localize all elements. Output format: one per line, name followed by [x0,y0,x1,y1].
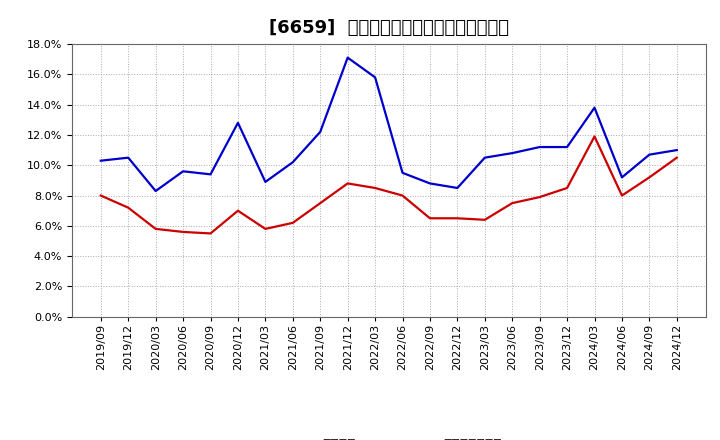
固定比率 [261,179,270,184]
Line: 固定比率: 固定比率 [101,58,677,191]
固定比率 [233,120,242,125]
固定比率 [124,155,132,160]
固定長期適合率 [563,185,572,191]
固定比率 [151,188,160,194]
Title: [6659]  固定比率、固定長期適合率の推移: [6659] 固定比率、固定長期適合率の推移 [269,19,509,37]
固定長期適合率 [124,205,132,210]
固定長期適合率 [151,226,160,231]
固定比率 [536,144,544,150]
固定長期適合率 [453,216,462,221]
固定長期適合率 [179,229,187,235]
固定比率 [645,152,654,157]
固定長期適合率 [316,201,325,206]
固定長期適合率 [261,226,270,231]
Legend: 固定比率, 固定長期適合率: 固定比率, 固定長期適合率 [276,438,502,440]
固定長期適合率 [343,181,352,186]
固定長期適合率 [618,193,626,198]
固定比率 [343,55,352,60]
固定長期適合率 [426,216,434,221]
固定比率 [316,129,325,135]
固定比率 [206,172,215,177]
固定比率 [618,175,626,180]
固定長期適合率 [590,134,599,139]
固定比率 [563,144,572,150]
固定長期適合率 [536,194,544,200]
固定比率 [96,158,105,163]
Line: 固定長期適合率: 固定長期適合率 [101,136,677,234]
固定長期適合率 [289,220,297,225]
固定比率 [453,185,462,191]
固定長期適合率 [96,193,105,198]
固定長期適合率 [645,175,654,180]
固定比率 [480,155,489,160]
固定比率 [179,169,187,174]
固定長期適合率 [480,217,489,223]
固定比率 [289,160,297,165]
固定比率 [398,170,407,176]
固定比率 [371,75,379,80]
固定比率 [590,105,599,110]
固定長期適合率 [672,155,681,160]
固定比率 [672,147,681,153]
固定比率 [426,181,434,186]
固定長期適合率 [508,201,516,206]
固定長期適合率 [371,185,379,191]
固定長期適合率 [206,231,215,236]
固定長期適合率 [233,208,242,213]
固定長期適合率 [398,193,407,198]
固定比率 [508,150,516,156]
